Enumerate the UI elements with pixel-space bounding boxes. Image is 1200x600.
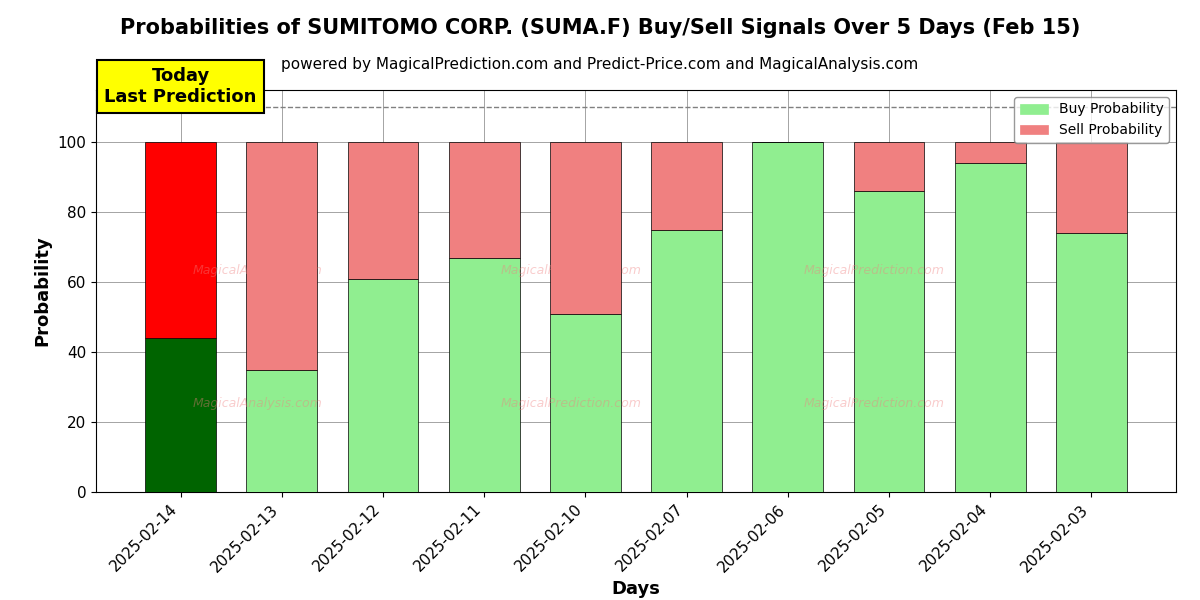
- Text: MagicalPrediction.com: MagicalPrediction.com: [803, 397, 944, 410]
- Bar: [550, 142, 620, 314]
- Bar: [550, 314, 620, 492]
- Text: MagicalPrediction.com: MagicalPrediction.com: [500, 397, 642, 410]
- Text: powered by MagicalPrediction.com and Predict-Price.com and MagicalAnalysis.com: powered by MagicalPrediction.com and Pre…: [281, 57, 919, 72]
- Bar: [246, 142, 317, 370]
- Text: MagicalPrediction.com: MagicalPrediction.com: [803, 265, 944, 277]
- Legend: Buy Probability, Sell Probability: Buy Probability, Sell Probability: [1014, 97, 1169, 143]
- Bar: [955, 163, 1026, 492]
- Bar: [449, 142, 520, 258]
- Bar: [853, 191, 924, 492]
- Bar: [853, 142, 924, 191]
- Bar: [652, 230, 722, 492]
- Bar: [1056, 233, 1127, 492]
- Text: MagicalAnalysis.com: MagicalAnalysis.com: [193, 397, 323, 410]
- Bar: [145, 338, 216, 492]
- Text: MagicalAnalysis.com: MagicalAnalysis.com: [193, 265, 323, 277]
- Bar: [752, 142, 823, 492]
- Text: Today
Last Prediction: Today Last Prediction: [104, 67, 257, 106]
- Bar: [955, 142, 1026, 163]
- Bar: [652, 142, 722, 230]
- Y-axis label: Probability: Probability: [34, 236, 52, 346]
- X-axis label: Days: Days: [612, 580, 660, 598]
- Bar: [449, 258, 520, 492]
- Bar: [348, 279, 419, 492]
- Bar: [246, 370, 317, 492]
- Bar: [1056, 142, 1127, 233]
- Text: Probabilities of SUMITOMO CORP. (SUMA.F) Buy/Sell Signals Over 5 Days (Feb 15): Probabilities of SUMITOMO CORP. (SUMA.F)…: [120, 18, 1080, 38]
- Bar: [348, 142, 419, 279]
- Text: MagicalPrediction.com: MagicalPrediction.com: [500, 265, 642, 277]
- Bar: [145, 142, 216, 338]
